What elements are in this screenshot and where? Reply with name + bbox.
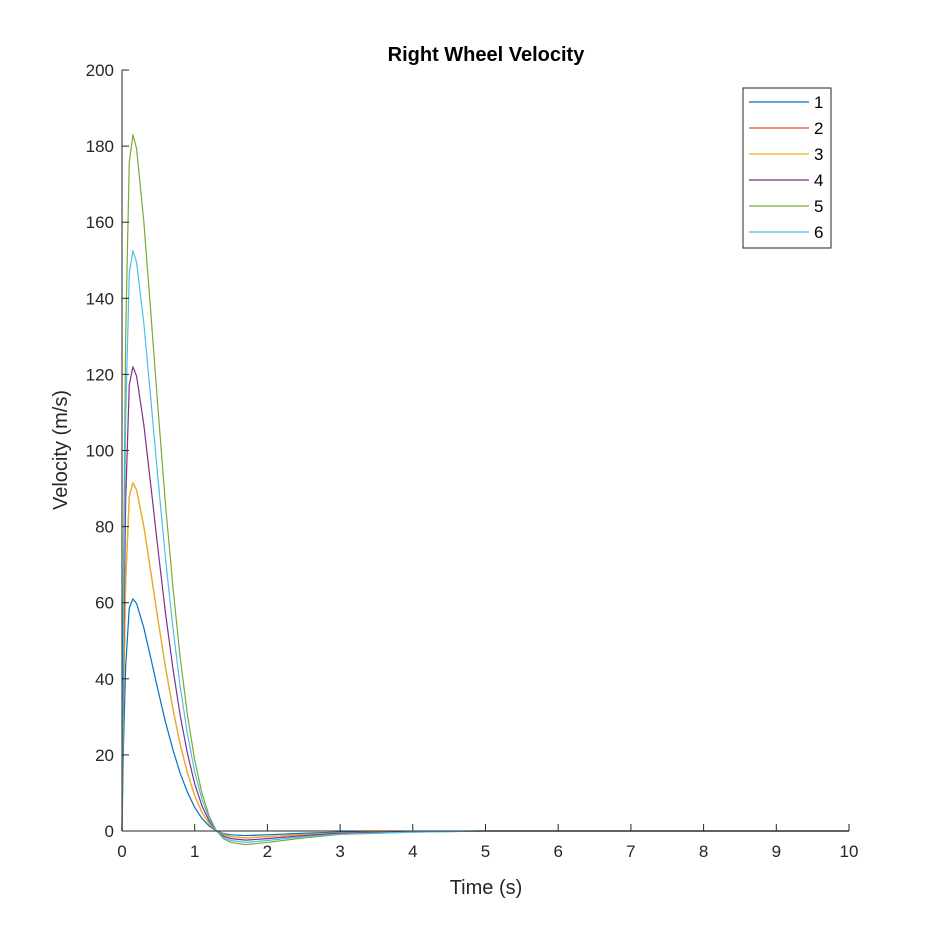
y-tick-label: 180: [86, 137, 114, 156]
x-tick-label: 2: [263, 842, 272, 861]
y-tick-label: 160: [86, 213, 114, 232]
y-tick-label: 40: [95, 670, 114, 689]
legend-label-2: 2: [814, 119, 823, 138]
x-tick-label: 1: [190, 842, 199, 861]
legend-label-4: 4: [814, 171, 823, 190]
legend-label-6: 6: [814, 223, 823, 242]
y-tick-label: 200: [86, 61, 114, 80]
x-tick-label: 0: [117, 842, 126, 861]
legend-label-1: 1: [814, 93, 823, 112]
x-tick-label: 7: [626, 842, 635, 861]
plot-area: [122, 70, 849, 831]
y-tick-label: 0: [105, 822, 114, 841]
x-tick-label: 9: [772, 842, 781, 861]
x-tick-label: 4: [408, 842, 417, 861]
legend-label-3: 3: [814, 145, 823, 164]
legend: 1 2 3 4 5 6: [742, 87, 832, 249]
x-tick-label: 10: [840, 842, 859, 861]
x-tick-label: 6: [553, 842, 562, 861]
y-tick-label: 20: [95, 746, 114, 765]
x-tick-label: 5: [481, 842, 490, 861]
y-tick-label: 80: [95, 518, 114, 537]
legend-label-5: 5: [814, 197, 823, 216]
y-tick-label: 60: [95, 594, 114, 613]
y-tick-label: 100: [86, 442, 114, 461]
legend-box: [742, 87, 832, 249]
y-tick-label: 120: [86, 365, 114, 384]
x-axis-label: Time (s): [450, 877, 523, 899]
x-tick-label: 8: [699, 842, 708, 861]
x-tick-label: 3: [335, 842, 344, 861]
chart-title: Right Wheel Velocity: [388, 44, 586, 66]
y-tick-label: 140: [86, 289, 114, 308]
y-axis-label: Velocity (m/s): [50, 390, 72, 510]
